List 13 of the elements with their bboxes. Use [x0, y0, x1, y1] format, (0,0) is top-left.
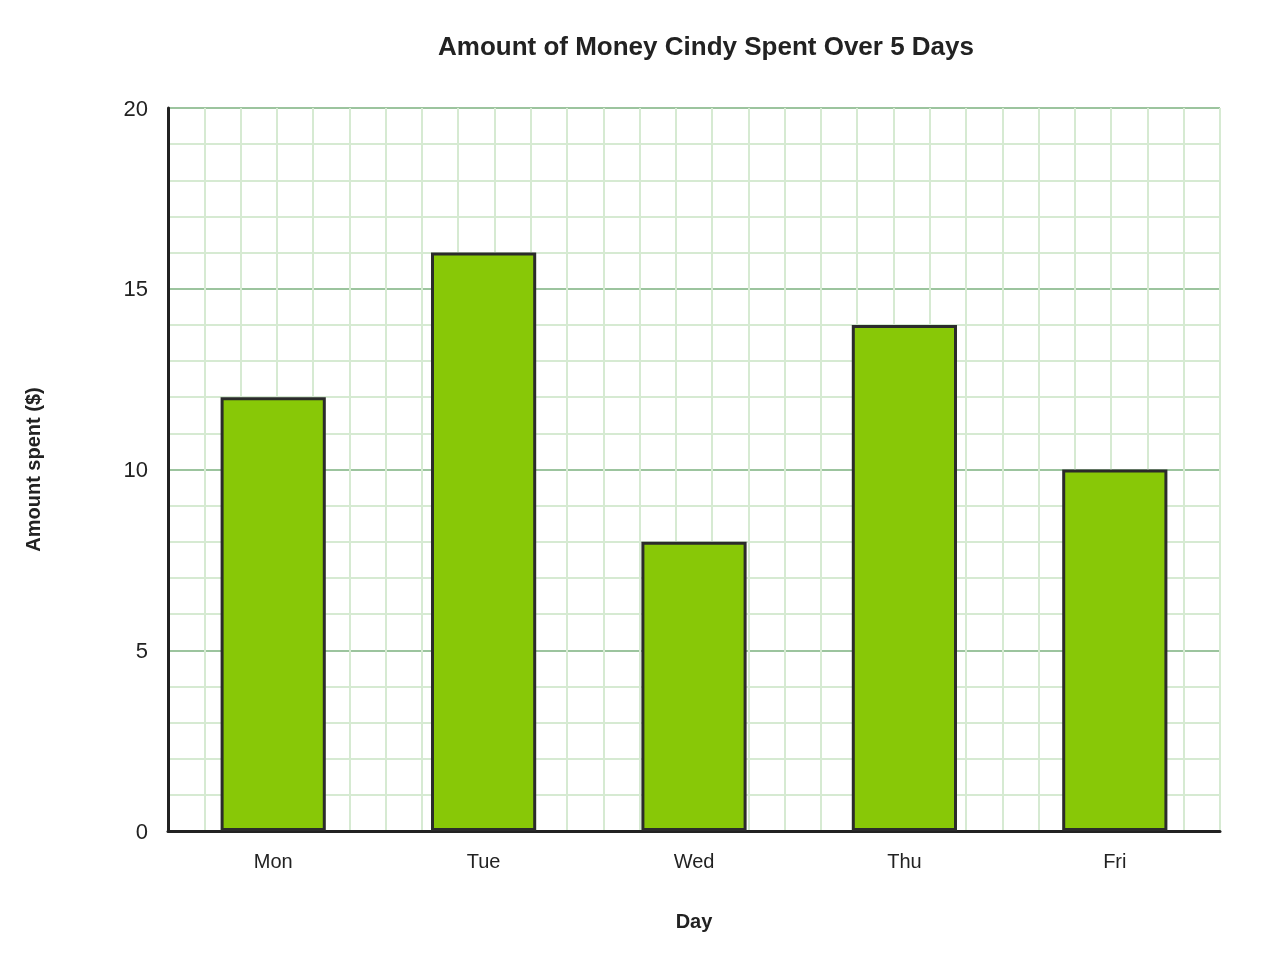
- y-tick-label: 5: [135, 637, 148, 663]
- y-tick-label: 0: [135, 818, 148, 844]
- x-tick-label: Tue: [466, 850, 501, 872]
- y-axis-title: Amount spent ($): [22, 387, 44, 552]
- y-tick-label: 10: [123, 457, 148, 482]
- x-tick-label: Wed: [673, 850, 715, 872]
- y-tick-label: 15: [123, 276, 148, 302]
- x-axis-title: Day: [675, 910, 714, 932]
- x-tick-label: Thu: [887, 850, 922, 872]
- chart-title: Amount of Money Cindy Spent Over 5 Days: [438, 31, 974, 61]
- y-tick-label: 20: [123, 95, 148, 121]
- x-tick-label: Mon: [253, 850, 293, 872]
- x-tick-label: Fri: [1103, 850, 1127, 872]
